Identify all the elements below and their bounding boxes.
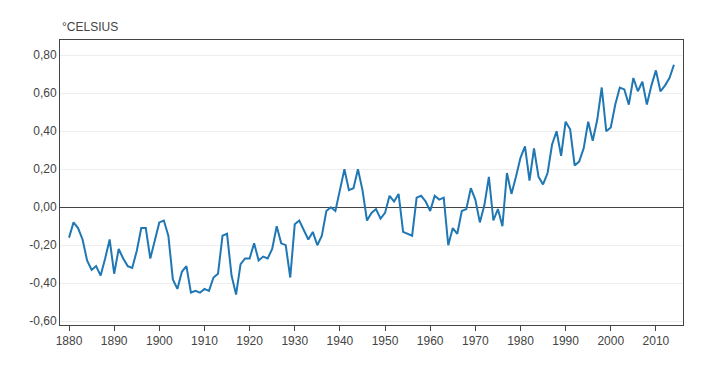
svg-text:0,00: 0,00 xyxy=(33,200,57,214)
svg-text:1910: 1910 xyxy=(191,334,218,348)
svg-text:1990: 1990 xyxy=(552,334,579,348)
svg-text:1920: 1920 xyxy=(236,334,263,348)
svg-text:1950: 1950 xyxy=(372,334,399,348)
svg-text:-0,40: -0,40 xyxy=(29,276,57,290)
svg-text:0,60: 0,60 xyxy=(33,86,57,100)
svg-text:°CELSIUS: °CELSIUS xyxy=(62,20,118,34)
svg-text:1980: 1980 xyxy=(507,334,534,348)
svg-text:1940: 1940 xyxy=(327,334,354,348)
svg-text:-0,60: -0,60 xyxy=(29,314,57,328)
svg-text:2000: 2000 xyxy=(597,334,624,348)
svg-text:2010: 2010 xyxy=(643,334,670,348)
svg-text:1890: 1890 xyxy=(101,334,128,348)
svg-text:1880: 1880 xyxy=(56,334,83,348)
svg-text:0,80: 0,80 xyxy=(33,48,57,62)
svg-text:-0,20: -0,20 xyxy=(29,238,57,252)
svg-text:1970: 1970 xyxy=(462,334,489,348)
svg-text:0,20: 0,20 xyxy=(33,162,57,176)
svg-text:0,40: 0,40 xyxy=(33,124,57,138)
svg-text:1900: 1900 xyxy=(146,334,173,348)
svg-text:1930: 1930 xyxy=(281,334,308,348)
svg-text:1960: 1960 xyxy=(417,334,444,348)
